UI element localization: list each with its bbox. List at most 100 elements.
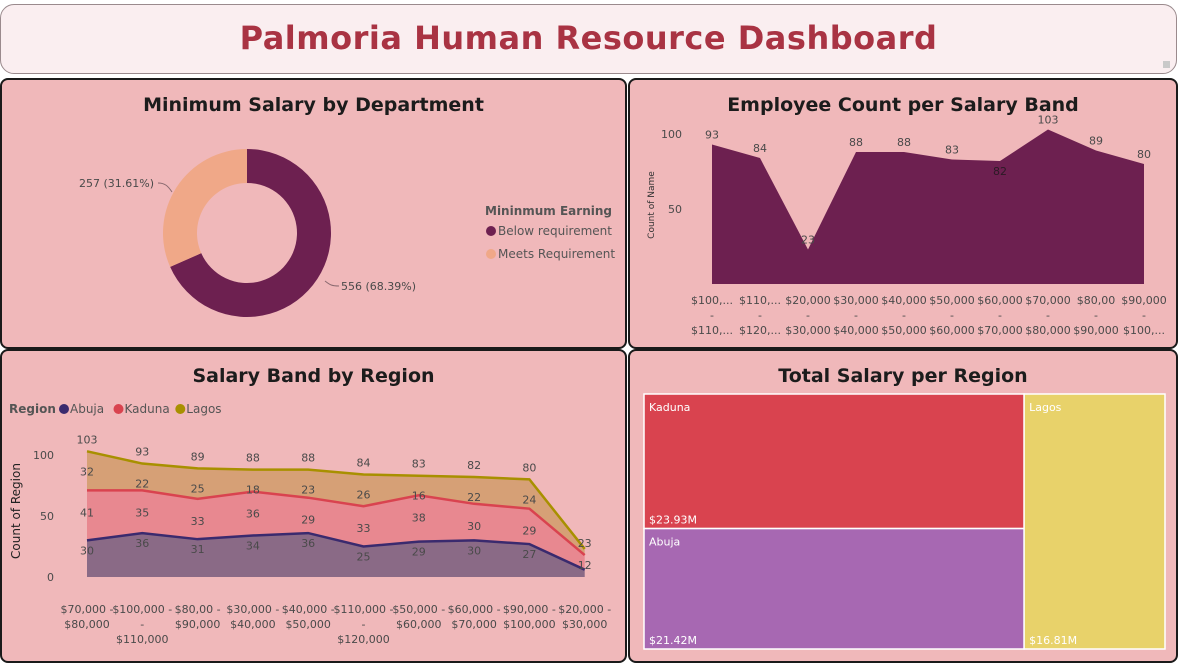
x-tick-label: $80,00 (1077, 294, 1116, 307)
data-label: 24 (522, 493, 536, 506)
region-stacked-chart: Region Abuja Kaduna Lagos 0 50 100 Count of Reg… (9, 402, 611, 646)
data-label: 23 (301, 484, 315, 497)
data-label: 34 (246, 540, 260, 553)
x-tick-label: $110,... (739, 294, 781, 307)
donut-chart-title: Minimum Salary by Department (143, 94, 484, 116)
x-tick-label: $40,000 - (282, 603, 335, 616)
area-abuja[interactable] (87, 533, 585, 577)
data-label: 88 (849, 136, 863, 149)
x-tick-label: - (1142, 309, 1146, 322)
data-label: 36 (301, 537, 315, 550)
x-tick-label: $110,... (691, 324, 733, 337)
data-label: 88 (897, 136, 911, 149)
line-abuja[interactable] (86, 531, 586, 571)
x-tick-label: $80,000 (1025, 324, 1071, 337)
data-label: 27 (522, 548, 536, 561)
data-label: 41 (80, 506, 94, 519)
panel-min-salary: Minimum Salary by Department 556 (68.39%… (0, 78, 627, 349)
treemap-name: Lagos (1029, 401, 1062, 414)
x-tick-label: $120,... (739, 324, 781, 337)
data-label: 33 (191, 515, 205, 528)
total-label: 88 (246, 452, 260, 465)
region-chart-title: Salary Band by Region (192, 365, 435, 387)
legend-item[interactable]: Kaduna (125, 402, 170, 416)
dashboard-title: Palmoria Human Resource Dashboard (239, 19, 938, 57)
total-label: 83 (412, 458, 426, 471)
data-label: 93 (705, 129, 719, 142)
data-label: 18 (246, 484, 260, 497)
data-label: 36 (135, 537, 149, 550)
legend-marker (486, 226, 496, 236)
dashboard-header: Palmoria Human Resource Dashboard (0, 4, 1177, 74)
legend-item[interactable]: Abuja (70, 402, 104, 416)
data-label: 12 (578, 559, 592, 572)
data-label: 89 (1089, 135, 1103, 148)
total-label: 82 (467, 459, 481, 472)
x-tick-label: $70,000 (1025, 294, 1071, 307)
x-tick-label: - (854, 309, 858, 322)
line-lagos[interactable] (86, 450, 586, 550)
legend-marker (113, 404, 124, 414)
x-tick-label: $60,000 (977, 294, 1023, 307)
donut-chart: 556 (68.39%) 257 (31.61%) Mininmum Earning… (79, 149, 615, 317)
data-label: 83 (945, 144, 959, 157)
treemap-cell-kaduna[interactable] (643, 393, 1025, 530)
legend-item[interactable]: Lagos (186, 402, 221, 416)
treemap-chart: Kaduna $23.93M Abuja $21.42M Lagos $16.81M (643, 393, 1166, 650)
treemap-cell-lagos[interactable] (1023, 393, 1166, 650)
panel-salary-band-region: Salary Band by Region Region Abuja Kaduna L… (0, 349, 627, 663)
x-tick-label: $80,00 - (175, 603, 221, 616)
total-label: 80 (522, 461, 536, 474)
slice-label: 556 (68.39%) (341, 280, 416, 293)
total-label: 89 (191, 450, 205, 463)
x-tick-label: $40,000 (230, 618, 276, 631)
treemap-value: $23.93M (649, 514, 697, 527)
data-label: 22 (467, 491, 481, 504)
data-label: 29 (412, 546, 426, 559)
x-tick-label: $100,000 - (112, 603, 172, 616)
data-label: 32 (80, 465, 94, 478)
x-tick-label: $30,000 - (226, 603, 279, 616)
data-label: 35 (135, 506, 149, 519)
data-label: 16 (412, 490, 426, 503)
legend-title: Region (9, 402, 56, 416)
x-tick-label: $90,000 (1121, 294, 1167, 307)
x-tick-label: - (998, 309, 1002, 322)
x-tick-label: $40,000 (833, 324, 879, 337)
area-series[interactable] (712, 129, 1144, 285)
data-label: 80 (1137, 148, 1151, 161)
data-label: 38 (412, 511, 426, 524)
x-tick-label: $110,000 (116, 633, 169, 646)
data-label: 25 (357, 551, 371, 564)
donut-slice-meets-requirement[interactable] (163, 149, 247, 267)
legend-item[interactable]: Meets Requirement (498, 247, 615, 261)
x-tick-label: $70,000 (977, 324, 1023, 337)
x-tick-label: $100,... (1123, 324, 1165, 337)
x-tick-label: - (710, 309, 714, 322)
x-tick-label: $20,000 (785, 294, 831, 307)
treemap-cell-abuja[interactable] (643, 527, 1025, 650)
panel-total-salary-region: Total Salary per Region Kaduna $23.93M Abu… (628, 349, 1178, 663)
x-tick-label: $90,000 (1073, 324, 1119, 337)
data-label: 30 (467, 544, 481, 557)
total-label: 23 (578, 537, 592, 550)
y-axis-title: Count of Name (647, 171, 657, 239)
area-kaduna[interactable] (87, 490, 585, 570)
data-label: 33 (357, 522, 371, 535)
donut-slice-below-requirement[interactable] (170, 149, 331, 317)
y-tick: 100 (661, 128, 682, 141)
legend-marker (486, 249, 496, 259)
data-label: 31 (191, 543, 205, 556)
resize-handle[interactable] (1163, 61, 1170, 68)
x-tick-label: $30,000 (562, 618, 608, 631)
x-tick-label: - (902, 309, 906, 322)
y-tick: 50 (668, 203, 682, 216)
panel-employee-count: Employee Count per Salary Band 50 100 Coun… (628, 78, 1178, 349)
legend-item[interactable]: Below requirement (498, 224, 612, 238)
total-label: 88 (301, 452, 315, 465)
x-tick-label: $60,000 (929, 324, 975, 337)
leader-line (324, 280, 340, 287)
line-kaduna[interactable] (87, 489, 586, 556)
x-tick-label: $50,000 (285, 618, 331, 631)
x-tick-label: $70,000 (451, 618, 497, 631)
